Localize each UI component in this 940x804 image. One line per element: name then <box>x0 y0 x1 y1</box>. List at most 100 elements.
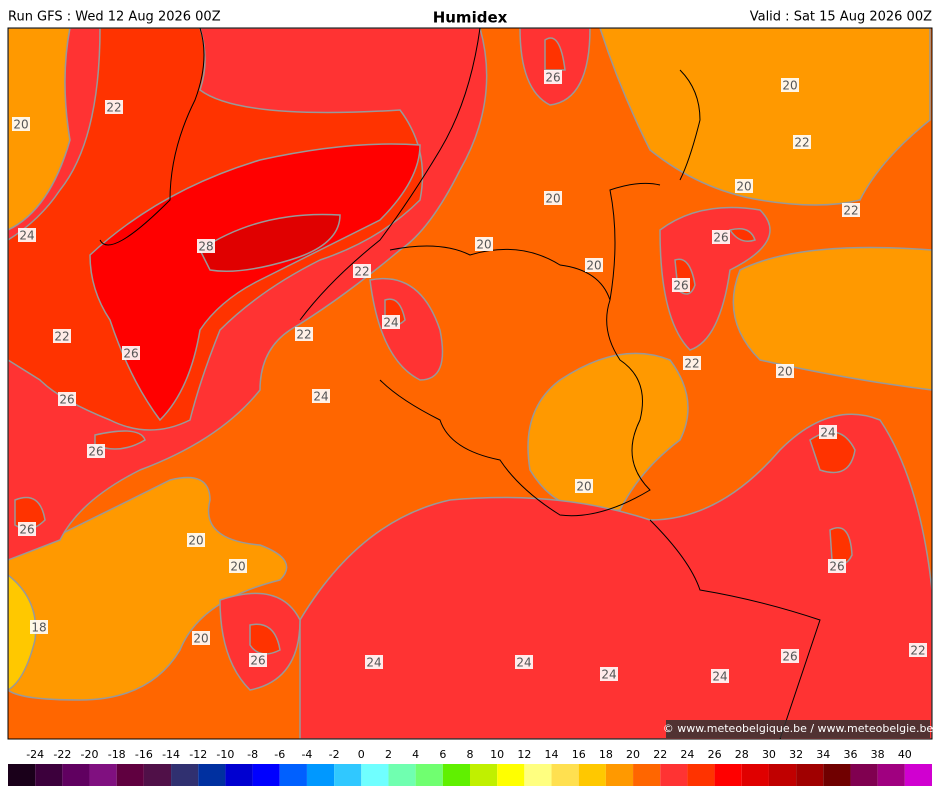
contour-label: 20 <box>782 79 797 93</box>
contour-label-box <box>187 533 205 547</box>
contour-label: 24 <box>516 656 531 670</box>
field <box>732 246 932 391</box>
contour-label: 22 <box>54 330 69 344</box>
field <box>527 352 689 513</box>
colorbar-tick-label: 38 <box>871 748 885 761</box>
field <box>89 143 421 422</box>
colorbar-tick-label: 28 <box>735 748 749 761</box>
contour-label: 22 <box>843 204 858 218</box>
colorbar-swatch <box>306 764 335 786</box>
colorbar-tick-label: 20 <box>626 748 640 761</box>
colorbar-swatch <box>605 764 634 786</box>
contour-label-box <box>58 392 76 406</box>
contour-label-box <box>122 346 140 360</box>
colorbar-swatch <box>442 764 470 786</box>
colorbar-tick-label: 18 <box>599 748 613 761</box>
field <box>199 213 341 272</box>
contour-label: 18 <box>31 621 46 635</box>
map-area: 22 20 26 20 22 20 20 22 24 28 20 26 20 22 26 24 22 22 26 22… <box>7 27 934 740</box>
contour-label-box <box>515 655 533 669</box>
colorbar-swatch <box>252 764 280 786</box>
contour-label: 20 <box>13 118 28 132</box>
contour-label: 24 <box>601 668 616 682</box>
colorbar-swatch <box>171 764 199 786</box>
contour-label: 22 <box>794 136 809 150</box>
contour-label: 26 <box>88 445 103 459</box>
contour-label: 24 <box>19 229 34 243</box>
colorbar-swatch <box>62 764 90 786</box>
colorbar-swatch <box>388 764 416 786</box>
contour-label: 26 <box>673 279 688 293</box>
colorbar-swatch <box>687 764 715 786</box>
contour-label: 24 <box>712 670 727 684</box>
colorbar-tick-label: 10 <box>490 748 504 761</box>
colorbar-swatch <box>633 764 661 786</box>
colorbar-tick-label: 30 <box>762 748 776 761</box>
contour-label: 20 <box>193 632 208 646</box>
contour-label: 24 <box>366 656 381 670</box>
field <box>659 206 771 351</box>
colorbar-tick-label: 16 <box>572 748 586 761</box>
colorbar-swatch <box>8 764 36 786</box>
contour-label-box <box>12 117 30 131</box>
contour-label-box <box>18 522 36 536</box>
contour-label: 26 <box>19 523 34 537</box>
colorbar-tick-label: 24 <box>680 748 694 761</box>
colorbar-swatch <box>796 764 824 786</box>
colorbar-tick-label: 0 <box>358 748 365 761</box>
copyright: © www.meteobelgique.be / www.meteobelgie… <box>663 722 934 735</box>
contour-label-box <box>819 425 837 439</box>
contour-label: 20 <box>476 238 491 252</box>
field <box>299 413 932 739</box>
colorbar-swatch <box>361 764 389 786</box>
contour-label-box <box>229 559 247 573</box>
contour-label-box <box>735 179 753 193</box>
contour-label: 22 <box>106 101 121 115</box>
contour-label-box <box>30 620 48 634</box>
colorbar-tick-label: -10 <box>216 748 234 761</box>
contour-label: 22 <box>296 328 311 342</box>
colorbar-tick-label: 8 <box>467 748 474 761</box>
colorbar-swatch <box>470 764 498 786</box>
valid-info: Valid : Sat 15 Aug 2026 00Z <box>750 10 932 25</box>
colorbar-swatch <box>415 764 443 786</box>
contour-label: 24 <box>820 426 835 440</box>
contour-label-box <box>295 327 313 341</box>
colorbar-tick-label: 36 <box>843 748 857 761</box>
contour-label: 24 <box>313 390 328 404</box>
colorbar-tick-label: -16 <box>135 748 153 761</box>
colorbar-swatch <box>279 764 307 786</box>
contour-label-box <box>365 655 383 669</box>
field <box>8 476 288 701</box>
contour-label: 22 <box>684 357 699 371</box>
contour-label-box <box>475 237 493 251</box>
contour-label: 20 <box>230 560 245 574</box>
contour-label: 20 <box>576 480 591 494</box>
colorbar-swatch <box>143 764 172 786</box>
run-info: Run GFS : Wed 12 Aug 2026 00Z <box>8 10 221 25</box>
colorbar-tick-label: 2 <box>385 748 392 761</box>
contour-label-box <box>192 631 210 645</box>
colorbar-tick-label: -2 <box>329 748 340 761</box>
contour-label-box <box>575 479 593 493</box>
contour-label: 26 <box>829 560 844 574</box>
colorbar-swatch <box>850 764 878 786</box>
contour-label-box <box>353 264 371 278</box>
contour-label-box <box>585 258 603 272</box>
colorbar-tick-label: -22 <box>53 748 71 761</box>
field <box>14 37 856 655</box>
colorbar-swatch <box>741 764 769 786</box>
colorbar-tick-label: 22 <box>653 748 667 761</box>
contour-label: 26 <box>59 393 74 407</box>
contour-label: 20 <box>545 192 560 206</box>
contour-label: 28 <box>198 240 213 254</box>
colorbar-swatch <box>660 764 688 786</box>
colorbar-swatch <box>823 764 851 786</box>
colorbar-swatch <box>714 764 742 786</box>
field <box>8 574 37 691</box>
colorbar-tick-label: -24 <box>26 748 44 761</box>
contour-label: 20 <box>586 259 601 273</box>
contour-label-box <box>711 669 729 683</box>
contour-label-box <box>382 315 400 329</box>
